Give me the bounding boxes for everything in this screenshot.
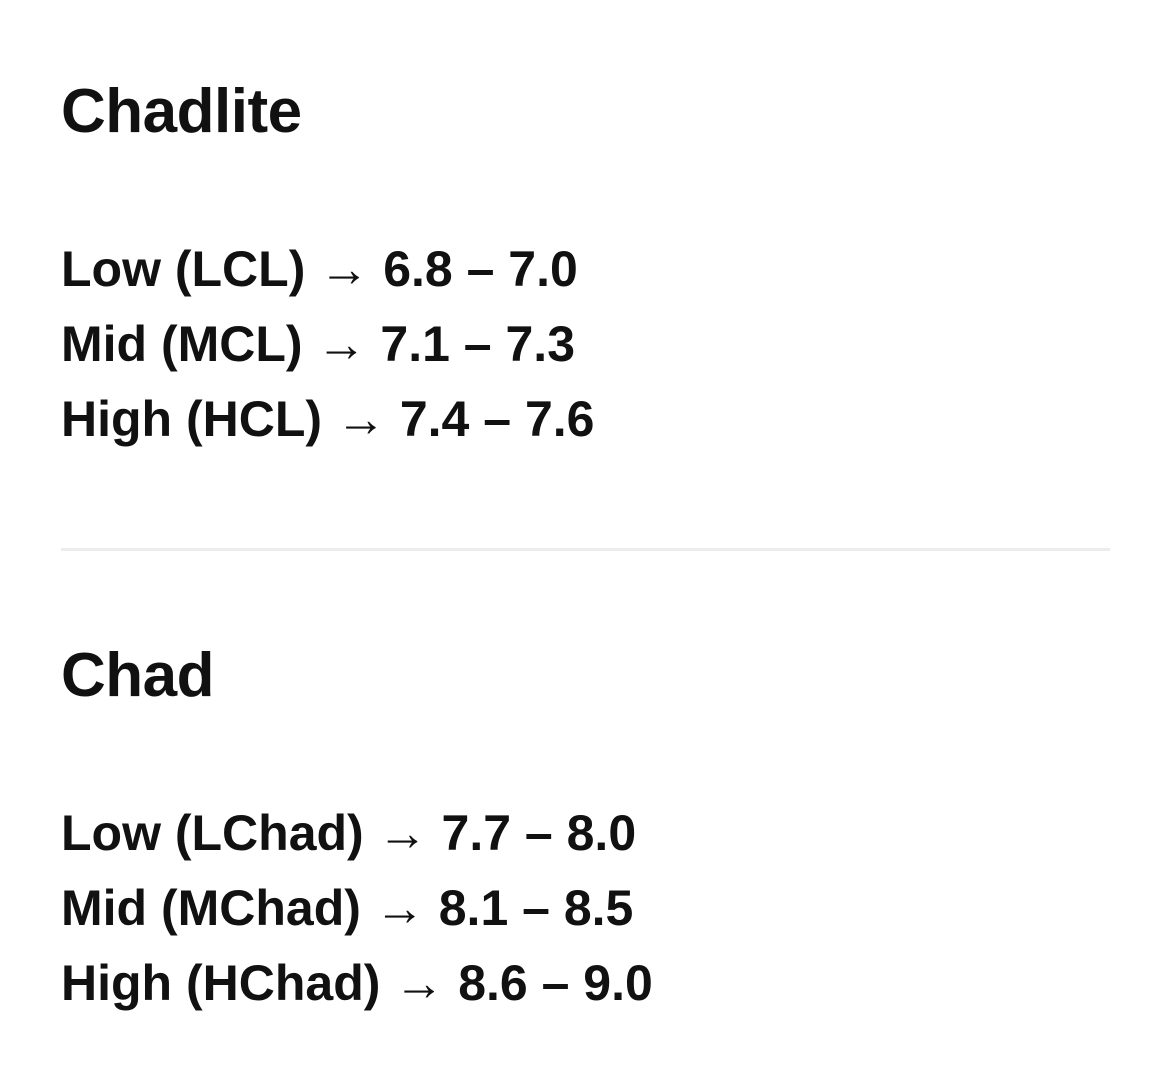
section-title: Chad <box>61 641 215 710</box>
arrow-icon: → <box>374 880 425 936</box>
arrow-icon: → <box>319 241 370 297</box>
list-item: Low (LChad) → 7.7 – 8.0 <box>61 796 653 871</box>
item-range: 8.1 – 8.5 <box>438 880 634 936</box>
item-label: Low (LChad) <box>61 805 364 861</box>
list-item: Low (LCL) → 6.8 – 7.0 <box>61 232 594 307</box>
item-range: 6.8 – 7.0 <box>383 241 578 297</box>
arrow-icon: → <box>394 955 445 1011</box>
item-label: Mid (MCL) <box>61 316 303 372</box>
list-item: Mid (MCL) → 7.1 – 7.3 <box>61 307 594 382</box>
divider <box>61 548 1110 551</box>
item-range: 8.6 – 9.0 <box>458 955 653 1011</box>
item-range: 7.7 – 8.0 <box>441 805 637 861</box>
range-list: Low (LChad) → 7.7 – 8.0 Mid (MChad) → 8.… <box>61 796 653 1021</box>
item-label: High (HChad) <box>61 955 381 1011</box>
range-list: Low (LCL) → 6.8 – 7.0 Mid (MCL) → 7.1 – … <box>61 232 594 457</box>
section-title: Chadlite <box>61 77 302 146</box>
list-item: High (HChad) → 8.6 – 9.0 <box>61 946 653 1021</box>
arrow-icon: → <box>377 805 428 861</box>
arrow-icon: → <box>335 391 386 447</box>
item-range: 7.4 – 7.6 <box>399 391 595 447</box>
item-label: Mid (MChad) <box>61 880 361 936</box>
item-label: High (HCL) <box>61 391 323 447</box>
arrow-icon: → <box>316 316 367 372</box>
item-label: Low (LCL) <box>61 241 306 297</box>
list-item: Mid (MChad) → 8.1 – 8.5 <box>61 871 653 946</box>
list-item: High (HCL) → 7.4 – 7.6 <box>61 382 594 457</box>
item-range: 7.1 – 7.3 <box>380 316 575 372</box>
